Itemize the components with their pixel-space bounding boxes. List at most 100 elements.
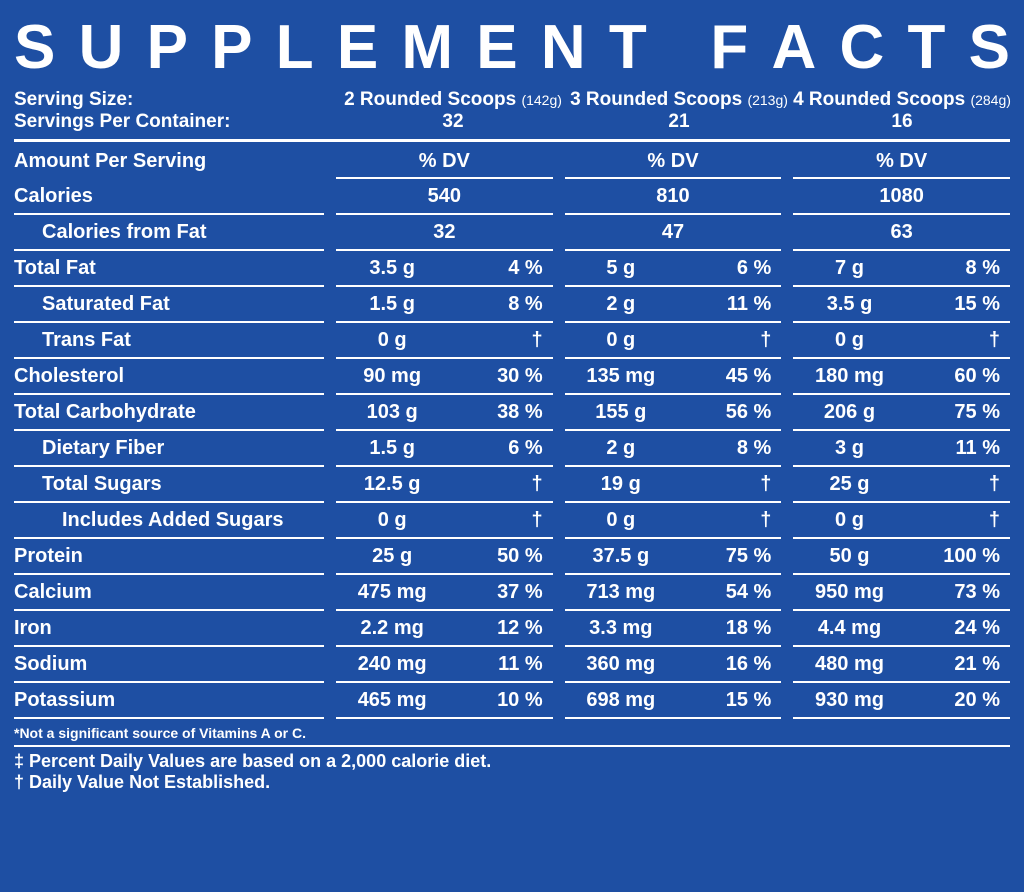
amount: 50 g <box>797 545 901 568</box>
percent-dv: 6 % <box>444 437 548 460</box>
percent-dv: † <box>902 473 1006 496</box>
amount: 3.5 g <box>797 293 901 316</box>
value-cell: 47 <box>565 215 782 251</box>
amount: 3 g <box>797 437 901 460</box>
footnote-vitamins: *Not a significant source of Vitamins A … <box>14 725 1010 741</box>
amount: 2 g <box>569 437 673 460</box>
percent-dv: 4 % <box>444 257 548 280</box>
amount: 180 mg <box>797 365 901 388</box>
table-row: Calcium475 mg37 %713 mg54 %950 mg73 % <box>14 575 1010 611</box>
percent-dv: † <box>902 329 1006 352</box>
amount: 950 mg <box>797 581 901 604</box>
percent-dv: 37 % <box>444 581 548 604</box>
percent-dv: 100 % <box>902 545 1006 568</box>
percent-dv: 24 % <box>902 617 1006 640</box>
amount: 475 mg <box>340 581 444 604</box>
table-row: Dietary Fiber1.5 g6 %2 g8 %3 g11 % <box>14 431 1010 467</box>
nutrient-name: Saturated Fat <box>14 287 324 323</box>
value-cell: 155 g56 % <box>565 395 782 431</box>
value-cell: 206 g75 % <box>793 395 1010 431</box>
footnote-pdv: ‡ Percent Daily Values are based on a 2,… <box>14 751 1010 772</box>
header-row: Amount Per Serving % DV % DV % DV <box>14 146 1010 179</box>
percent-dv: 8 % <box>673 437 777 460</box>
percent-dv: † <box>444 509 548 532</box>
dv-head-0: % DV <box>336 146 553 179</box>
amount: 12.5 g <box>340 473 444 496</box>
amount: 3.3 mg <box>569 617 673 640</box>
dv-head-2: % DV <box>793 146 1010 179</box>
amount: 4.4 mg <box>797 617 901 640</box>
amount-per-serving-label: Amount Per Serving <box>14 146 324 179</box>
table-row: Includes Added Sugars0 g†0 g†0 g† <box>14 503 1010 539</box>
percent-dv: † <box>444 329 548 352</box>
percent-dv: 38 % <box>444 401 548 424</box>
table-row: Sodium240 mg11 %360 mg16 %480 mg21 % <box>14 647 1010 683</box>
value-cell: 5 g6 % <box>565 251 782 287</box>
value-cell: 810 <box>565 179 782 215</box>
spc-label: Servings Per Container: <box>14 111 340 133</box>
value-cell: 3.5 g15 % <box>793 287 1010 323</box>
amount: 19 g <box>569 473 673 496</box>
amount: 1.5 g <box>340 293 444 316</box>
amount: 480 mg <box>797 653 901 676</box>
panel-title: SUPPLEMENT FACTS <box>14 12 1010 83</box>
amount: 465 mg <box>340 689 444 712</box>
value-cell: 103 g38 % <box>336 395 553 431</box>
percent-dv: † <box>902 509 1006 532</box>
value-cell: 1.5 g6 % <box>336 431 553 467</box>
amount: 240 mg <box>340 653 444 676</box>
nutrient-name: Total Fat <box>14 251 324 287</box>
amount: 2 g <box>569 293 673 316</box>
percent-dv: 15 % <box>673 689 777 712</box>
nutrient-name: Cholesterol <box>14 359 324 395</box>
value-cell: 360 mg16 % <box>565 647 782 683</box>
value-cell: 32 <box>336 215 553 251</box>
percent-dv: † <box>673 509 777 532</box>
amount: 5 g <box>569 257 673 280</box>
amount: 90 mg <box>340 365 444 388</box>
value-cell: 465 mg10 % <box>336 683 553 719</box>
amount: 25 g <box>340 545 444 568</box>
percent-dv: 75 % <box>902 401 1006 424</box>
amount: 155 g <box>569 401 673 424</box>
amount: 206 g <box>797 401 901 424</box>
amount: 0 g <box>569 509 673 532</box>
percent-dv: 75 % <box>673 545 777 568</box>
percent-dv: 60 % <box>902 365 1006 388</box>
amount: 25 g <box>797 473 901 496</box>
percent-dv: 21 % <box>902 653 1006 676</box>
amount: 540 <box>340 185 549 208</box>
top-rule <box>14 139 1010 142</box>
spc-row: Servings Per Container: 32 21 16 <box>14 111 1010 133</box>
value-cell: 0 g† <box>336 323 553 359</box>
table-row: Protein25 g50 %37.5 g75 %50 g100 % <box>14 539 1010 575</box>
amount: 135 mg <box>569 365 673 388</box>
amount: 810 <box>569 185 778 208</box>
amount: 103 g <box>340 401 444 424</box>
percent-dv: 20 % <box>902 689 1006 712</box>
value-cell: 7 g8 % <box>793 251 1010 287</box>
percent-dv: 15 % <box>902 293 1006 316</box>
value-cell: 2 g11 % <box>565 287 782 323</box>
value-cell: 698 mg15 % <box>565 683 782 719</box>
nutrient-name: Potassium <box>14 683 324 719</box>
percent-dv: 16 % <box>673 653 777 676</box>
percent-dv: 18 % <box>673 617 777 640</box>
spc-0: 32 <box>340 111 566 133</box>
amount: 360 mg <box>569 653 673 676</box>
value-cell: 0 g† <box>793 323 1010 359</box>
value-cell: 63 <box>793 215 1010 251</box>
value-cell: 0 g† <box>565 323 782 359</box>
percent-dv: 8 % <box>444 293 548 316</box>
table-row: Potassium465 mg10 %698 mg15 %930 mg20 % <box>14 683 1010 719</box>
table-row: Saturated Fat 1.5 g8 % 2 g11 % 3.5 g15 % <box>14 287 1010 323</box>
value-cell: 180 mg60 % <box>793 359 1010 395</box>
amount: 0 g <box>340 509 444 532</box>
value-cell: 1080 <box>793 179 1010 215</box>
value-cell: 0 g† <box>565 503 782 539</box>
footnote-dne: † Daily Value Not Established. <box>14 772 1010 793</box>
value-cell: 475 mg37 % <box>336 575 553 611</box>
value-cell: 2.2 mg12 % <box>336 611 553 647</box>
amount: 0 g <box>797 509 901 532</box>
table-row: Calories from Fat324763 <box>14 215 1010 251</box>
